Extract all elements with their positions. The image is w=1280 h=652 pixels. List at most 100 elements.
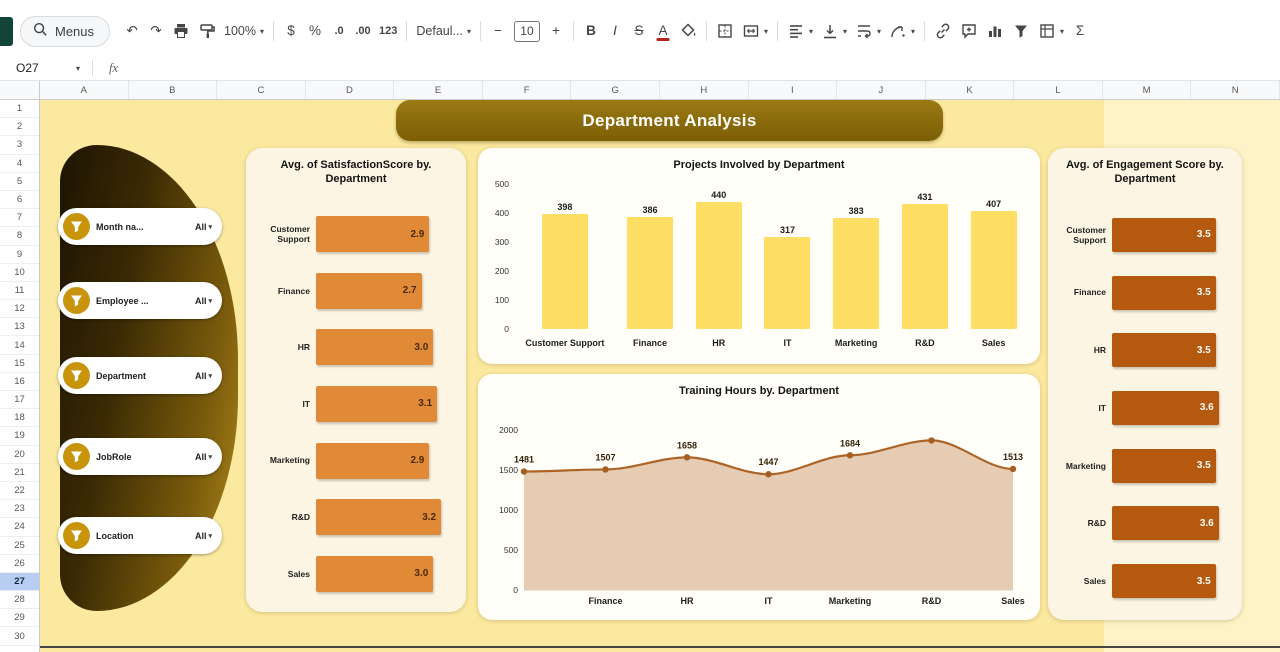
slicer-value-dropdown[interactable]: All▾ (195, 296, 212, 306)
column-header-B[interactable]: B (129, 81, 218, 99)
row-header-30[interactable]: 30 (0, 627, 39, 645)
name-box[interactable]: O27 ▾ (0, 61, 88, 75)
row-header-1[interactable]: 1 (0, 100, 39, 118)
row-header-3[interactable]: 3 (0, 136, 39, 154)
column-header-L[interactable]: L (1014, 81, 1103, 99)
insert-comment-icon[interactable] (956, 17, 982, 45)
functions-icon[interactable]: Σ (1068, 17, 1092, 45)
row-header-8[interactable]: 8 (0, 227, 39, 245)
row-header-19[interactable]: 19 (0, 427, 39, 445)
bold-icon[interactable]: B (579, 17, 603, 45)
bar: 3.5 (1112, 218, 1216, 252)
column-header-A[interactable]: A (40, 81, 129, 99)
font-size-input[interactable]: 10 (510, 17, 544, 45)
column-header-C[interactable]: C (217, 81, 306, 99)
training-chart-panel[interactable]: Training Hours by. Department 0500100015… (478, 374, 1040, 620)
text-wrap-icon[interactable]: ▾ (851, 17, 885, 45)
row-header-13[interactable]: 13 (0, 318, 39, 336)
row-header-11[interactable]: 11 (0, 282, 39, 300)
slicer-location[interactable]: LocationAll▾ (58, 517, 222, 554)
satisfaction-chart-panel[interactable]: Avg. of SatisfactionScore by. Department… (246, 148, 466, 612)
insert-link-icon[interactable] (930, 17, 956, 45)
text-rotation-icon[interactable]: ▾ (885, 17, 919, 45)
row-header-18[interactable]: 18 (0, 409, 39, 427)
slicer-value-dropdown[interactable]: All▾ (195, 222, 212, 232)
row-header-14[interactable]: 14 (0, 336, 39, 354)
row-header-25[interactable]: 25 (0, 537, 39, 555)
column-header-F[interactable]: F (483, 81, 572, 99)
format-percent-icon[interactable]: % (303, 17, 327, 45)
more-formats-button[interactable]: 123 (375, 17, 401, 45)
row-header-23[interactable]: 23 (0, 500, 39, 518)
row-header-26[interactable]: 26 (0, 555, 39, 573)
row-header-12[interactable]: 12 (0, 300, 39, 318)
strikethrough-icon[interactable]: S (627, 17, 651, 45)
horizontal-align-icon[interactable]: ▾ (783, 17, 817, 45)
zoom-dropdown[interactable]: 100%▾ (220, 17, 268, 45)
slicer-month-na[interactable]: Month na...All▾ (58, 208, 222, 245)
value-label: 317 (780, 225, 795, 235)
value-label: 2.7 (403, 285, 422, 296)
formula-input[interactable] (130, 56, 1280, 80)
row-header-7[interactable]: 7 (0, 209, 39, 227)
decrease-decimal-icon[interactable]: .0 (327, 17, 351, 45)
format-currency-icon[interactable]: $ (279, 17, 303, 45)
row-header-17[interactable]: 17 (0, 391, 39, 409)
projects-chart-panel[interactable]: Projects Involved by Department 01002003… (478, 148, 1040, 364)
table-icon[interactable]: ▾ (1034, 17, 1068, 45)
slicer-jobrole[interactable]: JobRoleAll▾ (58, 438, 222, 475)
undo-icon[interactable]: ↶ (120, 17, 144, 45)
engagement-chart-panel[interactable]: Avg. of Engagement Score by. Department … (1048, 148, 1242, 620)
column-header-M[interactable]: M (1103, 81, 1192, 99)
slicer-employee[interactable]: Employee ...All▾ (58, 282, 222, 319)
row-header-2[interactable]: 2 (0, 118, 39, 136)
column-header-E[interactable]: E (394, 81, 483, 99)
merge-cells-icon[interactable]: ▾ (738, 17, 772, 45)
row-header-6[interactable]: 6 (0, 191, 39, 209)
row-header-28[interactable]: 28 (0, 591, 39, 609)
column-header-K[interactable]: K (926, 81, 1015, 99)
y-axis-label: 500 (503, 545, 517, 555)
column-header-I[interactable]: I (749, 81, 838, 99)
fill-color-icon[interactable] (675, 17, 701, 45)
increase-decimal-icon[interactable]: .00 (351, 17, 375, 45)
row-header-20[interactable]: 20 (0, 446, 39, 464)
decrease-font-size-icon[interactable]: − (486, 17, 510, 45)
row-header-5[interactable]: 5 (0, 173, 39, 191)
bar (902, 204, 948, 329)
row-header-27[interactable]: 27 (0, 573, 39, 591)
select-all-corner[interactable] (0, 81, 40, 99)
font-dropdown[interactable]: Defaul...▾ (412, 17, 475, 45)
borders-icon[interactable] (712, 17, 738, 45)
column-header-N[interactable]: N (1191, 81, 1280, 99)
column-header-G[interactable]: G (571, 81, 660, 99)
row-header-24[interactable]: 24 (0, 518, 39, 536)
redo-icon[interactable]: ↷ (144, 17, 168, 45)
slicer-value-dropdown[interactable]: All▾ (195, 531, 212, 541)
vertical-align-icon[interactable]: ▾ (817, 17, 851, 45)
slicer-value-dropdown[interactable]: All▾ (195, 452, 212, 462)
row-header-29[interactable]: 29 (0, 609, 39, 627)
category-label: Finance (254, 286, 316, 296)
row-header-10[interactable]: 10 (0, 264, 39, 282)
row-header-15[interactable]: 15 (0, 355, 39, 373)
slicer-value-dropdown[interactable]: All▾ (195, 371, 212, 381)
row-header-22[interactable]: 22 (0, 482, 39, 500)
column-header-D[interactable]: D (306, 81, 395, 99)
increase-font-size-icon[interactable]: + (544, 17, 568, 45)
create-filter-icon[interactable] (1008, 17, 1034, 45)
row-header-21[interactable]: 21 (0, 464, 39, 482)
row-header-9[interactable]: 9 (0, 246, 39, 264)
paint-format-icon[interactable] (194, 17, 220, 45)
italic-icon[interactable]: I (603, 17, 627, 45)
print-icon[interactable] (168, 17, 194, 45)
row-header-4[interactable]: 4 (0, 155, 39, 173)
text-color-icon[interactable]: A (651, 17, 675, 45)
column-header-H[interactable]: H (660, 81, 749, 99)
sheet-grid[interactable]: Department Analysis Month na...All▾Emplo… (40, 100, 1280, 652)
slicer-department[interactable]: DepartmentAll▾ (58, 357, 222, 394)
column-header-J[interactable]: J (837, 81, 926, 99)
insert-chart-icon[interactable] (982, 17, 1008, 45)
menus-button[interactable]: Menus (20, 16, 110, 47)
row-header-16[interactable]: 16 (0, 373, 39, 391)
